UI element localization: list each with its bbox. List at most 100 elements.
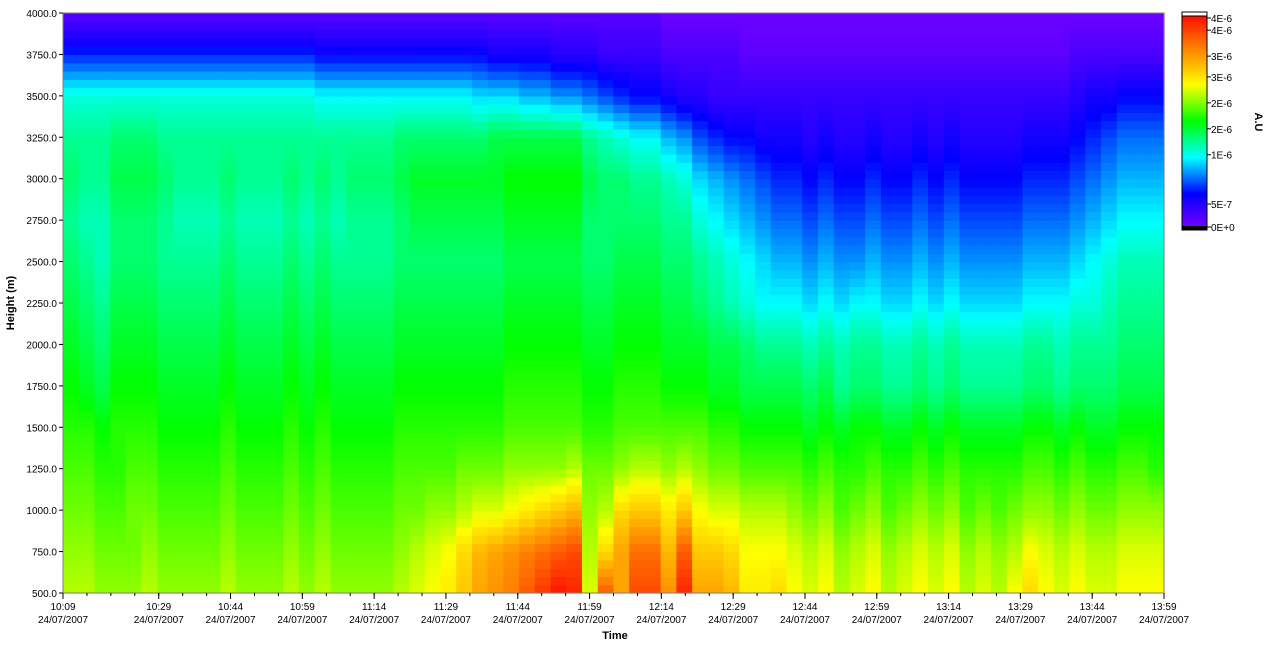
heatmap-cell	[440, 419, 457, 428]
heatmap-cell	[849, 510, 866, 520]
heatmap-cell	[1116, 13, 1134, 22]
heatmap-cell	[566, 311, 583, 321]
heatmap-cell	[1038, 95, 1055, 105]
heatmap-cell	[629, 385, 646, 395]
heatmap-cell	[1069, 303, 1086, 312]
heatmap-cell	[833, 526, 851, 536]
heatmap-cell	[1148, 145, 1165, 155]
heatmap-cell	[220, 220, 237, 230]
heatmap-cell	[377, 112, 394, 122]
heatmap-cell	[94, 220, 111, 230]
heatmap-cell	[613, 535, 630, 544]
heatmap-cell	[1006, 245, 1024, 254]
heatmap-cell	[236, 95, 253, 105]
heatmap-cell	[1116, 29, 1134, 39]
heatmap-cell	[1148, 170, 1165, 180]
heatmap-cell	[739, 236, 756, 246]
heatmap-cell	[314, 327, 331, 337]
heatmap-cell	[440, 311, 457, 321]
heatmap-cell	[1006, 278, 1024, 288]
heatmap-cell	[755, 361, 772, 370]
heatmap-cell	[503, 153, 520, 163]
heatmap-cell	[550, 137, 567, 147]
heatmap-cell	[833, 278, 851, 288]
heatmap-cell	[173, 435, 190, 445]
heatmap-cell	[1038, 129, 1055, 138]
heatmap-cell	[707, 385, 725, 395]
heatmap-cell	[550, 104, 567, 114]
heatmap-cell	[503, 79, 520, 89]
heatmap-cell	[833, 460, 851, 470]
heatmap-cell	[755, 468, 772, 478]
heatmap-cell	[1053, 220, 1071, 230]
heatmap-cell	[692, 336, 709, 346]
heatmap-cell	[644, 576, 662, 586]
heatmap-cell	[786, 477, 803, 486]
heatmap-cell	[1038, 79, 1055, 89]
heatmap-cell	[125, 402, 143, 412]
heatmap-cell	[188, 493, 206, 503]
heatmap-cell	[723, 187, 740, 196]
heatmap-cell	[157, 54, 174, 64]
heatmap-cell	[220, 79, 237, 89]
heatmap-cell	[1116, 245, 1134, 254]
heatmap-cell	[912, 261, 929, 271]
heatmap-cell	[361, 37, 379, 47]
heatmap-cell	[377, 220, 394, 230]
heatmap-cell	[456, 145, 473, 155]
heatmap-cell	[110, 71, 127, 80]
heatmap-cell	[251, 526, 269, 536]
heatmap-cell	[943, 137, 961, 147]
heatmap-cell	[141, 584, 158, 594]
heatmap-cell	[220, 178, 237, 188]
heatmap-cell	[424, 543, 442, 553]
heatmap-cell	[959, 460, 976, 470]
heatmap-cell	[141, 535, 158, 544]
heatmap-cell	[141, 369, 158, 379]
heatmap-cell	[346, 95, 363, 105]
heatmap-cell	[220, 535, 237, 544]
heatmap-cell	[660, 551, 678, 561]
heatmap-cell	[220, 120, 237, 130]
heatmap-cell	[1116, 535, 1134, 544]
heatmap-cell	[534, 559, 552, 569]
heatmap-cell	[660, 410, 678, 420]
heatmap-cell	[361, 170, 379, 180]
heatmap-cell	[471, 419, 489, 428]
heatmap-cell	[204, 220, 221, 230]
heatmap-cell	[1116, 162, 1134, 172]
heatmap-cell	[424, 29, 442, 39]
heatmap-cell	[534, 228, 552, 238]
heatmap-cell	[125, 369, 143, 379]
heatmap-cell	[880, 29, 898, 39]
heatmap-cell	[409, 477, 426, 486]
heatmap-cell	[1148, 286, 1165, 296]
heatmap-cell	[283, 510, 300, 520]
heatmap-cell	[1038, 21, 1055, 31]
heatmap-cell	[1148, 460, 1165, 470]
heatmap-cell	[1132, 13, 1149, 22]
heatmap-cell	[471, 220, 489, 230]
heatmap-cell	[409, 261, 426, 271]
heatmap-cell	[990, 203, 1008, 213]
heatmap-cell	[1022, 385, 1039, 395]
heatmap-cell	[849, 294, 866, 304]
heatmap-cell	[471, 253, 489, 263]
heatmap-cell	[755, 402, 772, 412]
heatmap-cell	[1148, 336, 1165, 346]
heatmap-cell	[660, 344, 678, 354]
heatmap-cell	[283, 518, 300, 528]
heatmap-cell	[928, 352, 945, 362]
heatmap-cell	[1006, 443, 1024, 453]
heatmap-cell	[298, 195, 316, 205]
heatmap-cell	[377, 162, 394, 172]
heatmap-cell	[550, 568, 567, 578]
heatmap-cell	[330, 394, 347, 404]
heatmap-cell	[723, 576, 740, 586]
heatmap-cell	[739, 153, 756, 163]
heatmap-cell	[393, 294, 410, 304]
heatmap-cell	[880, 543, 898, 553]
heatmap-cell	[377, 13, 394, 22]
heatmap-cell	[188, 137, 206, 147]
heatmap-cell	[1038, 327, 1055, 337]
